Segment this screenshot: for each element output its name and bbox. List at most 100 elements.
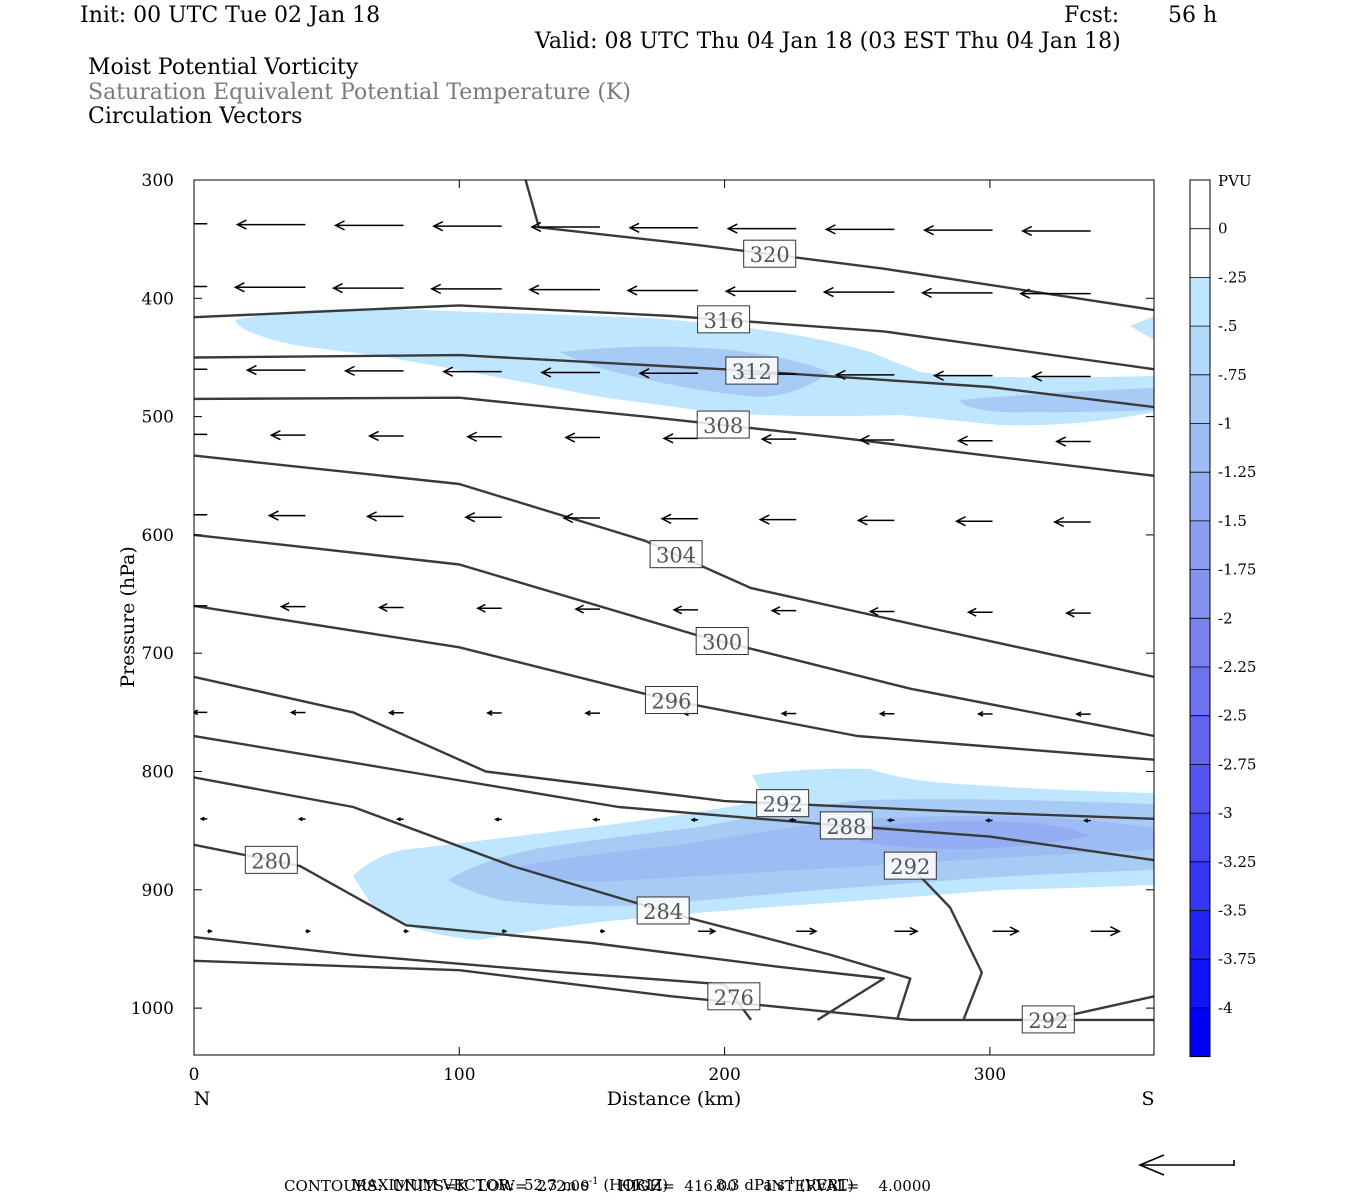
x-tick-label: 300 bbox=[974, 1065, 1006, 1085]
reference-vector-arrow bbox=[1137, 1154, 1235, 1176]
circulation-vector-head bbox=[194, 709, 199, 716]
circulation-vector-head bbox=[574, 604, 584, 614]
colorbar-swatch bbox=[1190, 959, 1210, 1008]
circulation-vector-head bbox=[922, 225, 934, 236]
colorbar-tick-label: -.5 bbox=[1218, 317, 1237, 335]
circulation-vector-head bbox=[592, 817, 598, 822]
contour-line-308 bbox=[194, 396, 1154, 477]
contour-label: 308 bbox=[696, 410, 750, 439]
x-tick-label: 100 bbox=[443, 1065, 475, 1085]
x-axis-end-right: S bbox=[1141, 1088, 1154, 1110]
contour-label: 320 bbox=[743, 239, 797, 268]
colorbar-tick-label: -2.75 bbox=[1218, 755, 1256, 773]
colorbar-swatch bbox=[1190, 861, 1210, 911]
contour-label: 284 bbox=[636, 896, 690, 925]
circulation-vector-head bbox=[395, 817, 401, 822]
field-title-3: Circulation Vectors bbox=[88, 104, 303, 129]
circulation-vector-head bbox=[600, 929, 606, 934]
init-time: Init: 00 UTC Tue 02 Jan 18 bbox=[80, 3, 381, 28]
colorbar-swatch bbox=[1190, 520, 1210, 570]
circulation-vector-head bbox=[662, 433, 674, 444]
contour-label-text: 288 bbox=[826, 815, 866, 839]
circulation-vector-head bbox=[690, 817, 696, 822]
contour-label: 296 bbox=[644, 685, 698, 714]
pv-shading bbox=[235, 308, 1154, 940]
circulation-vector-head bbox=[432, 221, 444, 232]
circulation-vector-head bbox=[289, 709, 297, 716]
plot-frame bbox=[193, 179, 1155, 1056]
colorbar-tick-label: -1.5 bbox=[1218, 512, 1247, 530]
circulation-vector-head bbox=[672, 605, 683, 615]
circulation-vector-head bbox=[976, 711, 984, 717]
contour-line-288 bbox=[194, 734, 1154, 862]
contour-label-box bbox=[1021, 1005, 1075, 1034]
y-tick-label: 400 bbox=[142, 289, 174, 309]
circulation-vector-head bbox=[245, 364, 257, 376]
contour-label-box bbox=[636, 896, 690, 925]
circulation-vector-head bbox=[279, 602, 290, 612]
circulation-vector-head bbox=[562, 512, 574, 524]
circulation-vector-head bbox=[834, 369, 846, 381]
contour-label-box bbox=[244, 845, 298, 874]
circulation-vector-head bbox=[1053, 516, 1065, 528]
circulation-vector-head bbox=[331, 282, 343, 294]
y-tick-label: 800 bbox=[142, 763, 174, 783]
vert-value: 8.3 dPa s bbox=[715, 1176, 785, 1194]
forecast-hour-value: 56 h bbox=[1168, 3, 1218, 28]
contour-label-text: 300 bbox=[702, 631, 742, 655]
circulation-vector-head bbox=[760, 433, 772, 445]
colorbar-swatch bbox=[1190, 228, 1210, 278]
circulation-vector-head bbox=[584, 710, 591, 717]
contour-label-text: 296 bbox=[651, 689, 691, 713]
circulation-vector-head bbox=[269, 429, 281, 441]
contour-line-316 bbox=[194, 304, 1154, 371]
contour-label-box bbox=[819, 811, 873, 840]
circulation-vector-head bbox=[464, 512, 476, 523]
circulation-vector-head bbox=[1110, 926, 1122, 937]
circulation-vector-head bbox=[173, 430, 182, 439]
contour-label-text: 304 bbox=[656, 544, 696, 568]
circulation-vector-head bbox=[909, 926, 919, 936]
colorbar-swatch bbox=[1190, 1007, 1210, 1057]
contour-label-text: 292 bbox=[890, 855, 930, 879]
circulation-vector-head bbox=[235, 219, 247, 230]
circulation-vector-head bbox=[788, 817, 794, 823]
x-tick-label: 0 bbox=[189, 1065, 200, 1085]
circulation-vector-head bbox=[1031, 371, 1043, 382]
circulation-vector-head bbox=[920, 287, 932, 299]
circulation-vector-head bbox=[724, 286, 736, 297]
colorbar-tick-label: -1.75 bbox=[1218, 561, 1256, 579]
field-title-2: Saturation Equivalent Potential Temperat… bbox=[88, 80, 631, 105]
colorbar-swatch bbox=[1190, 715, 1210, 765]
circulation-vector-head bbox=[540, 367, 552, 378]
circulation-vector-head bbox=[207, 929, 213, 934]
y-axis-ticks: 300 400 500 600 700 800 900 1000 bbox=[131, 171, 1154, 1019]
contour-label-box bbox=[695, 627, 749, 656]
circulation-vector-head bbox=[377, 602, 388, 612]
contour-label: 292 bbox=[756, 789, 810, 818]
contour-label-box bbox=[743, 239, 797, 268]
max-vector-label: MAXIMUM VECTOR: bbox=[351, 1176, 515, 1194]
colorbar-swatch bbox=[1190, 910, 1210, 960]
circulation-vector-head bbox=[183, 602, 191, 610]
colorbar-tick-label: -2 bbox=[1218, 609, 1233, 627]
colorbar-swatch bbox=[1190, 277, 1210, 327]
contour-label-box bbox=[696, 410, 750, 439]
colorbar-swatch bbox=[1190, 569, 1210, 619]
colorbar-swatch bbox=[1190, 180, 1210, 229]
circulation-vector-head bbox=[856, 515, 868, 526]
contour-label: 300 bbox=[695, 627, 749, 656]
circulation-vector-head bbox=[564, 432, 576, 443]
circulation-vector-head bbox=[809, 927, 818, 936]
circulation-vector-head bbox=[984, 818, 990, 823]
contour-label-box bbox=[644, 685, 698, 714]
contour-label-box bbox=[707, 982, 761, 1011]
circulation-vector-head bbox=[638, 368, 650, 379]
circulation-vector-head bbox=[466, 431, 478, 442]
circulation-vector-head bbox=[660, 513, 672, 524]
circulation-vector-head bbox=[387, 709, 395, 716]
circulation-vector-head bbox=[267, 510, 279, 521]
circulation-vector-head bbox=[297, 816, 303, 822]
y-tick-label: 600 bbox=[142, 526, 174, 546]
